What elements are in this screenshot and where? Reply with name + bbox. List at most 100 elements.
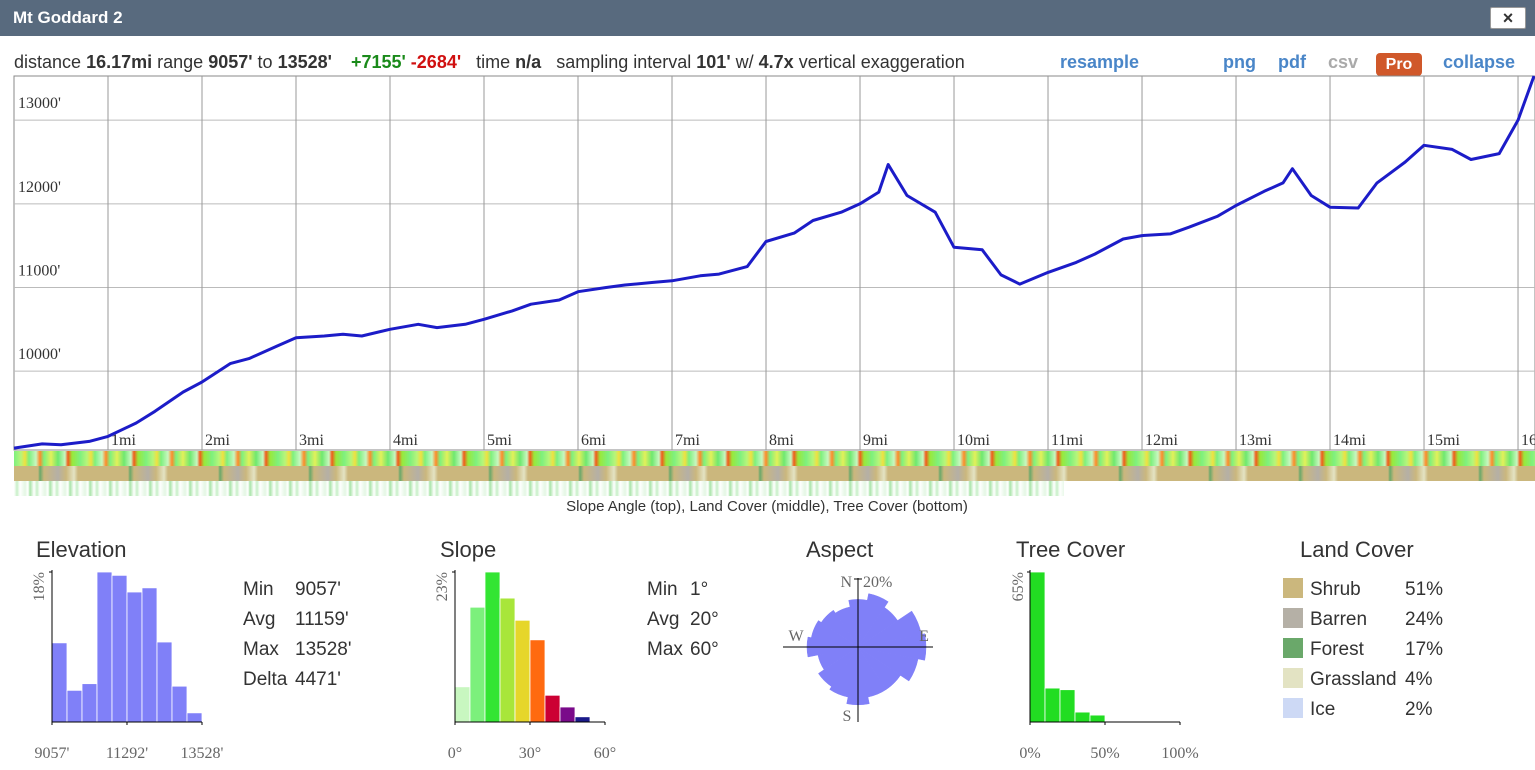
x-tick-label: 100% [1161, 745, 1198, 762]
y-tick-label: 65% [1010, 572, 1027, 601]
histogram-bar [96, 571, 113, 723]
histogram-bar [1044, 687, 1061, 723]
legend-swatch [1283, 668, 1303, 688]
y-tick-label: 18% [31, 572, 48, 601]
csv-link[interactable]: csv [1328, 52, 1359, 72]
panel-title: Elevation [36, 537, 127, 562]
stat-label: Min [647, 579, 678, 600]
gain: +7155' [350, 52, 406, 72]
value: 16.17mi [86, 52, 153, 72]
histogram-bar [171, 685, 188, 723]
resample-link[interactable]: resample [1060, 52, 1140, 72]
summary-line: distance 16.17mi range 9057' to 13528' +… [14, 52, 965, 73]
x-tick-label: 13mi [1239, 432, 1272, 449]
x-tick-label: 2mi [205, 432, 230, 449]
y-tick-label: 12000' [18, 179, 61, 196]
histogram-bar [454, 686, 471, 723]
aspect-sector [818, 646, 859, 687]
aspect-sector [829, 646, 859, 698]
legend-name: Barren [1310, 609, 1367, 630]
collapse-link[interactable]: collapse [1443, 52, 1516, 72]
aspect-sector [857, 593, 889, 648]
label: vertical exaggeration [798, 52, 965, 72]
label: sampling interval [556, 52, 692, 72]
aspect-sector [834, 606, 859, 648]
histogram-bar [1074, 711, 1091, 723]
land-cover-band [14, 466, 1535, 481]
legend-name: Ice [1310, 699, 1335, 720]
legend-swatch [1283, 578, 1303, 598]
histogram-bar [1059, 689, 1076, 723]
legend-name: Shrub [1310, 579, 1361, 600]
panel-title: Tree Cover [1016, 537, 1125, 562]
panel-title: Slope [440, 537, 496, 562]
histogram-bar [529, 639, 546, 723]
x-tick-label: 15mi [1427, 432, 1460, 449]
label: time [476, 52, 511, 72]
histogram-bar [1029, 571, 1046, 723]
value: n/a [515, 52, 542, 72]
x-tick-label: 11mi [1051, 432, 1084, 449]
png-link[interactable]: png [1223, 52, 1256, 72]
direction-label: N [840, 574, 852, 591]
stat-label: Max [243, 639, 279, 660]
stat-label: Max [647, 639, 683, 660]
label: distance [14, 52, 82, 72]
y-tick-label: 10000' [18, 346, 61, 363]
x-tick-label: 12mi [1145, 432, 1178, 449]
legend-value: 2% [1405, 699, 1433, 720]
stat-value: 13528' [295, 639, 351, 660]
x-tick-label: 0° [448, 745, 462, 762]
histogram-bar [81, 683, 98, 723]
r-tick-label: 20% [863, 574, 892, 591]
legend-swatch [1283, 638, 1303, 658]
stat-value: 60° [690, 639, 719, 660]
tree-cover-band [14, 481, 1064, 496]
pro-badge[interactable]: Pro [1376, 53, 1422, 76]
close-button[interactable]: × [1490, 7, 1526, 29]
value: 9057' [208, 52, 253, 72]
legend-name: Forest [1310, 639, 1365, 660]
legend-swatch [1283, 608, 1303, 628]
stat-label: Avg [647, 609, 679, 630]
pdf-link[interactable]: pdf [1278, 52, 1306, 72]
histogram-bar [514, 619, 531, 723]
x-tick-label: 5mi [487, 432, 512, 449]
panel-title: Land Cover [1300, 537, 1414, 562]
stat-label: Avg [243, 609, 275, 630]
histogram-bar [141, 587, 158, 723]
window-title: Mt Goddard 2 [13, 8, 123, 27]
label: w/ [735, 52, 754, 72]
histogram-bar [484, 571, 501, 723]
value: 4.7x [758, 52, 794, 72]
y-tick-label: 11000' [18, 262, 60, 279]
x-tick-label: 1mi [111, 432, 136, 449]
histogram-bar [51, 642, 68, 723]
aspect-sector [811, 620, 859, 648]
elevation-line [13, 75, 1535, 450]
plot-frame [13, 75, 1535, 451]
legend-value: 51% [1405, 579, 1443, 600]
y-tick-label: 23% [434, 572, 451, 601]
x-tick-label: 9mi [863, 432, 888, 449]
histogram-bar [544, 694, 561, 723]
x-tick-label: 4mi [393, 432, 418, 449]
histogram-bar [66, 689, 83, 723]
x-tick-label: 3mi [299, 432, 324, 449]
histogram-bar [1089, 714, 1106, 723]
x-tick-label: 10mi [957, 432, 990, 449]
x-tick-label: 7mi [675, 432, 700, 449]
histogram-bar [156, 641, 173, 723]
bands-caption: Slope Angle (top), Land Cover (middle), … [566, 498, 968, 515]
value: 13528' [277, 52, 332, 72]
histogram-bar [559, 706, 576, 723]
x-tick-label: 30° [519, 745, 541, 762]
y-tick-label: 13000' [18, 95, 61, 112]
x-tick-label: 9057' [35, 745, 70, 762]
legend-value: 17% [1405, 639, 1443, 660]
x-tick-label: 13528' [181, 745, 224, 762]
x-tick-label: 16mi [1521, 432, 1535, 449]
direction-label: S [843, 708, 852, 725]
direction-label: E [919, 628, 929, 645]
